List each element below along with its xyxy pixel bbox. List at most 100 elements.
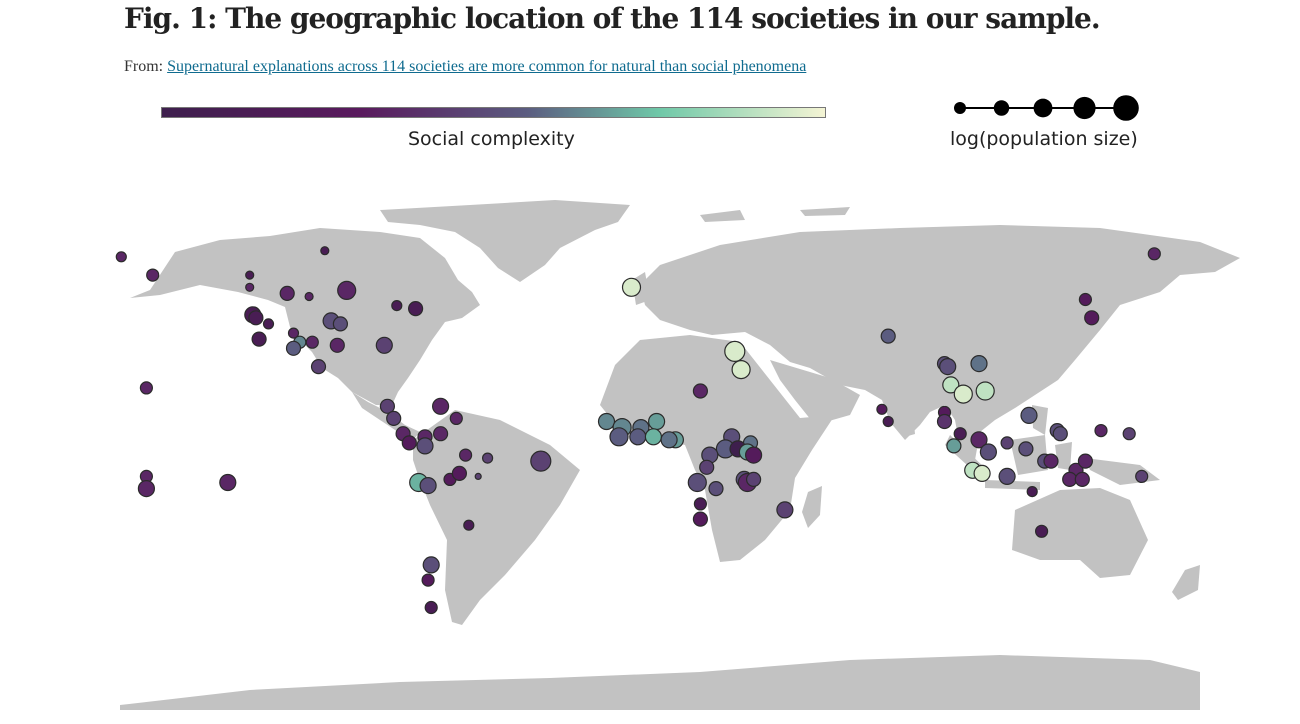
society-marker-101	[1000, 436, 1014, 450]
society-marker-14	[262, 318, 275, 330]
north-america-landmass	[130, 228, 480, 405]
society-marker-92	[970, 431, 988, 449]
society-marker-79	[880, 328, 896, 344]
society-marker-40	[451, 465, 467, 481]
society-marker-52	[731, 360, 751, 380]
society-marker-34	[459, 448, 473, 462]
arctic-islands-landmass	[800, 207, 850, 216]
society-marker-71	[687, 472, 707, 493]
society-marker-7	[279, 285, 295, 301]
society-marker-51	[724, 340, 746, 362]
society-marker-6	[245, 282, 255, 292]
arabia-landmass	[770, 360, 860, 425]
antarctica-landmass	[120, 655, 1200, 710]
society-marker-102	[1018, 441, 1034, 457]
society-marker-86	[876, 403, 888, 415]
society-marker-8	[304, 291, 314, 302]
society-marker-104	[1043, 453, 1059, 469]
society-marker-85	[975, 381, 995, 401]
society-marker-10	[391, 300, 403, 312]
size-legend-dot-3	[1033, 98, 1053, 118]
landmasses	[120, 200, 1240, 710]
society-marker-45	[424, 600, 438, 615]
society-marker-26	[386, 410, 402, 426]
society-marker-57	[647, 412, 666, 431]
society-marker-25	[379, 398, 395, 414]
society-marker-59	[609, 427, 629, 447]
society-marker-83	[942, 376, 960, 394]
society-marker-89	[936, 413, 953, 430]
society-marker-93	[979, 443, 998, 461]
society-marker-110	[1034, 524, 1049, 538]
society-marker-82	[970, 355, 988, 373]
society-marker-46	[139, 381, 153, 395]
society-marker-68	[744, 446, 763, 464]
society-marker-48	[137, 480, 155, 498]
greenland-landmass	[380, 200, 630, 282]
society-marker-27	[432, 397, 450, 415]
south-america-landmass	[413, 410, 580, 625]
society-marker-36	[530, 450, 552, 472]
new-zealand-landmass	[1172, 565, 1200, 600]
society-marker-35	[482, 452, 494, 464]
society-marker-62	[660, 431, 678, 449]
society-markers	[115, 246, 1161, 615]
society-marker-84	[953, 384, 973, 404]
society-marker-108	[1074, 471, 1090, 487]
society-marker-50	[621, 277, 642, 297]
madagascar-landmass	[802, 486, 822, 528]
society-marker-53	[692, 383, 709, 399]
society-marker-19	[305, 335, 319, 349]
society-marker-41	[474, 472, 482, 480]
society-marker-111	[1122, 427, 1136, 441]
society-marker-54	[597, 412, 616, 431]
society-marker-11	[408, 301, 424, 317]
sulawesi-landmass	[1055, 442, 1072, 470]
society-marker-95	[973, 464, 991, 482]
size-legend-dot-1	[954, 102, 966, 114]
figure-title: Fig. 1: The geographic location of the 1…	[124, 2, 1101, 35]
society-marker-42	[463, 519, 475, 531]
society-marker-81	[939, 358, 957, 376]
society-marker-38	[419, 477, 437, 495]
society-marker-100	[1094, 424, 1108, 438]
society-marker-75	[745, 471, 762, 487]
society-marker-107	[1062, 471, 1078, 487]
society-marker-49	[219, 473, 237, 492]
society-marker-1	[1147, 247, 1161, 261]
society-marker-20	[329, 337, 345, 353]
from-prefix: From:	[124, 58, 164, 75]
society-marker-60	[629, 428, 647, 446]
society-marker-96	[998, 467, 1016, 485]
social-complexity-label: Social complexity	[408, 128, 575, 150]
society-marker-112	[1135, 469, 1149, 483]
society-marker-15	[251, 331, 267, 347]
society-marker-99	[1052, 426, 1068, 442]
society-marker-9	[337, 280, 357, 300]
size-legend-dot-4	[1073, 96, 1096, 120]
society-marker-70	[699, 459, 715, 475]
sri-lanka-landmass	[906, 424, 915, 436]
society-marker-77	[692, 511, 709, 527]
society-marker-16	[287, 327, 300, 339]
society-marker-113	[1078, 292, 1093, 307]
society-marker-33	[416, 437, 434, 455]
population-size-legend	[954, 95, 1139, 121]
social-complexity-colorbar	[161, 107, 826, 118]
society-marker-22	[332, 316, 348, 332]
society-marker-5	[245, 270, 255, 280]
society-marker-114	[1084, 310, 1100, 326]
society-marker-87	[882, 415, 894, 428]
australia-landmass	[1012, 488, 1148, 578]
society-marker-90	[953, 427, 967, 441]
society-marker-61	[644, 428, 663, 446]
society-marker-13	[248, 310, 264, 326]
society-marker-3	[146, 268, 160, 282]
society-marker-106	[1077, 453, 1094, 469]
source-article-link[interactable]: Supernatural explanations across 114 soc…	[167, 58, 807, 75]
size-legend-dot-2	[993, 100, 1010, 116]
society-marker-18	[285, 340, 302, 356]
size-legend-dot-5	[1113, 95, 1139, 121]
eurasia-landmass	[640, 225, 1240, 460]
society-marker-43	[422, 556, 440, 574]
